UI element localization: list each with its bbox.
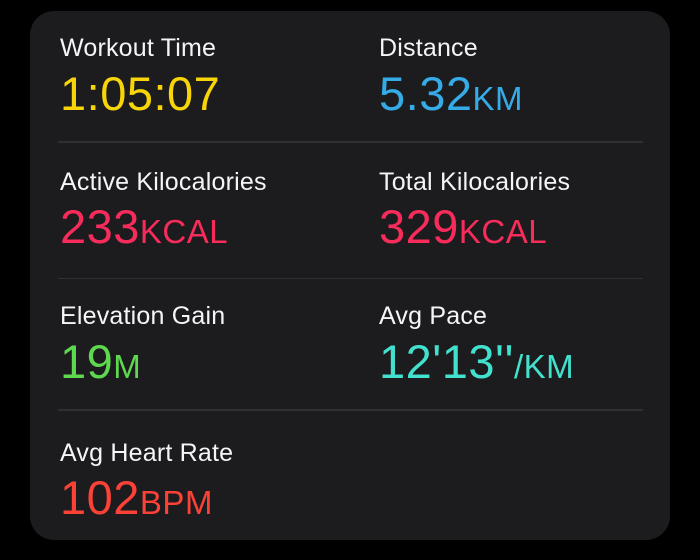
metric-value: 1:05:07 [60,70,379,117]
metrics-row-3: Elevation Gain 19M Avg Pace 12'13''/KM [30,279,670,409]
metric-label: Avg Heart Rate [60,438,234,467]
metric-value: 12'13''/KM [379,338,660,385]
row-divider [58,277,643,279]
metric-label: Total Kilocalories [379,167,571,196]
metric-value: 102BPM [60,474,379,521]
metric-value-unit: M [113,347,142,385]
metric-value-unit: /KM [513,347,575,385]
metric-label: Avg Pace [379,302,488,330]
metric-value-unit: KM [472,79,523,117]
metric-value-number: 19 [60,334,114,388]
row-divider [58,141,643,143]
metric-distance: Distance 5.32KM [379,34,660,141]
row-divider [58,409,643,411]
metric-value: 5.32KM [379,70,660,117]
metric-value-number: 233 [60,200,140,254]
metric-value: 233KCAL [60,203,379,250]
metrics-row-2: Active Kilocalories 233KCAL Total Kiloca… [30,143,670,278]
metrics-row-1: Workout Time 1:05:07 Distance 5.32KM [30,11,670,141]
metric-workout-time: Workout Time 1:05:07 [60,34,379,141]
metric-label: Distance [379,34,478,62]
metrics-row-4: Avg Heart Rate 102BPM [30,411,670,522]
metric-label: Active Kilocalories [60,167,267,196]
metric-label: Elevation Gain [60,302,226,330]
metric-avg-pace: Avg Pace 12'13''/KM [379,302,660,409]
metric-value-unit: KCAL [139,213,229,251]
metric-value: 329KCAL [379,203,660,250]
workout-summary-card: Workout Time 1:05:07 Distance 5.32KM Act… [30,11,670,540]
metric-value-number: 12'13'' [379,334,514,388]
metric-active-kilocalories: Active Kilocalories 233KCAL [60,168,379,278]
metric-elevation-gain: Elevation Gain 19M [60,302,379,409]
metric-value-number: 1:05:07 [60,66,221,120]
metric-value-unit: BPM [139,484,213,522]
metric-value: 19M [60,338,379,385]
metric-value-number: 5.32 [379,66,473,120]
metric-label: Workout Time [60,34,217,62]
metric-value-number: 102 [60,471,140,525]
metric-value-number: 329 [379,200,459,254]
metric-total-kilocalories: Total Kilocalories 329KCAL [379,168,660,278]
metric-avg-heart-rate: Avg Heart Rate 102BPM [60,439,379,522]
metric-value-unit: KCAL [458,213,548,251]
